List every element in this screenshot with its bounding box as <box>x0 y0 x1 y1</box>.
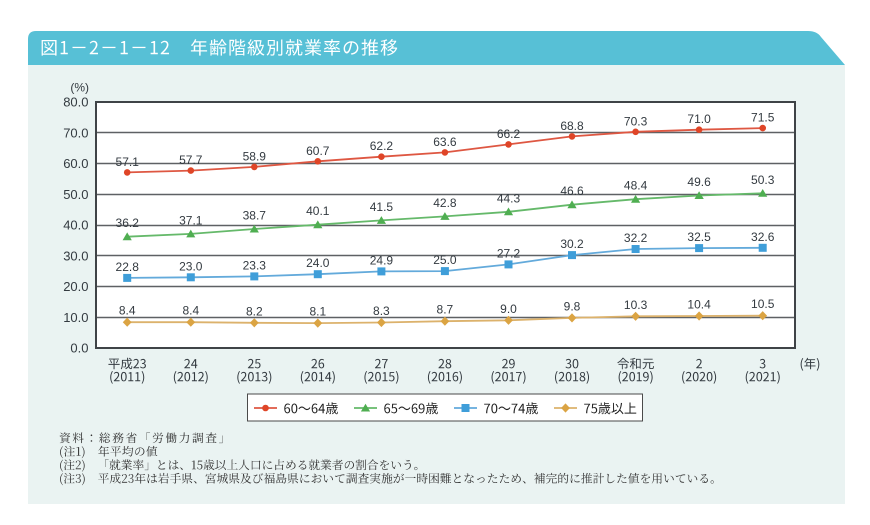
svg-text:10.0: 10.0 <box>63 310 88 325</box>
svg-text:57.7: 57.7 <box>179 153 203 167</box>
svg-text:10.4: 10.4 <box>687 298 711 312</box>
svg-text:0.0: 0.0 <box>70 341 88 356</box>
svg-text:50.3: 50.3 <box>751 173 775 187</box>
svg-text:57.1: 57.1 <box>116 155 140 169</box>
svg-text:24.9: 24.9 <box>370 253 394 267</box>
svg-text:(%): (%) <box>70 81 89 95</box>
svg-text:68.8: 68.8 <box>560 119 584 133</box>
svg-text:8.3: 8.3 <box>373 304 390 318</box>
svg-text:60.7: 60.7 <box>306 144 330 158</box>
svg-text:23.0: 23.0 <box>179 259 203 273</box>
svg-text:8.2: 8.2 <box>246 304 263 318</box>
svg-text:8.7: 8.7 <box>437 303 454 317</box>
svg-text:70.3: 70.3 <box>624 114 648 128</box>
svg-text:60.0: 60.0 <box>63 156 88 171</box>
svg-text:63.6: 63.6 <box>433 135 457 149</box>
svg-text:27.2: 27.2 <box>497 246 521 260</box>
svg-text:20.0: 20.0 <box>63 279 88 294</box>
svg-text:32.2: 32.2 <box>624 231 648 245</box>
svg-text:49.6: 49.6 <box>687 175 711 189</box>
svg-text:10.5: 10.5 <box>751 297 775 311</box>
svg-text:24.0: 24.0 <box>306 256 330 270</box>
svg-text:41.5: 41.5 <box>370 200 394 214</box>
svg-text:62.2: 62.2 <box>370 139 394 153</box>
svg-text:48.4: 48.4 <box>624 179 648 193</box>
svg-text:40.1: 40.1 <box>306 204 330 218</box>
svg-text:30.0: 30.0 <box>63 248 88 263</box>
svg-text:38.7: 38.7 <box>243 209 267 223</box>
svg-text:30.2: 30.2 <box>560 237 584 251</box>
svg-text:8.1: 8.1 <box>309 305 326 319</box>
svg-text:71.0: 71.0 <box>687 112 711 126</box>
svg-text:58.9: 58.9 <box>243 149 267 163</box>
svg-text:80.0: 80.0 <box>63 95 88 110</box>
svg-text:23.3: 23.3 <box>243 258 267 272</box>
svg-text:66.2: 66.2 <box>497 127 521 141</box>
svg-text:44.3: 44.3 <box>497 191 521 205</box>
svg-text:46.6: 46.6 <box>560 184 584 198</box>
svg-text:9.0: 9.0 <box>500 302 517 316</box>
svg-text:50.0: 50.0 <box>63 187 88 202</box>
svg-text:32.5: 32.5 <box>687 230 711 244</box>
svg-text:42.8: 42.8 <box>433 196 457 210</box>
svg-text:37.1: 37.1 <box>179 213 203 227</box>
svg-text:22.8: 22.8 <box>116 260 140 274</box>
svg-text:8.4: 8.4 <box>119 304 136 318</box>
svg-text:8.4: 8.4 <box>182 304 199 318</box>
svg-text:40.0: 40.0 <box>63 218 88 233</box>
svg-text:32.6: 32.6 <box>751 230 775 244</box>
svg-text:71.5: 71.5 <box>751 111 775 125</box>
svg-text:25.0: 25.0 <box>433 253 457 267</box>
svg-text:9.8: 9.8 <box>564 299 581 313</box>
svg-text:70.0: 70.0 <box>63 125 88 140</box>
svg-text:10.3: 10.3 <box>624 298 648 312</box>
svg-text:36.2: 36.2 <box>116 216 140 230</box>
